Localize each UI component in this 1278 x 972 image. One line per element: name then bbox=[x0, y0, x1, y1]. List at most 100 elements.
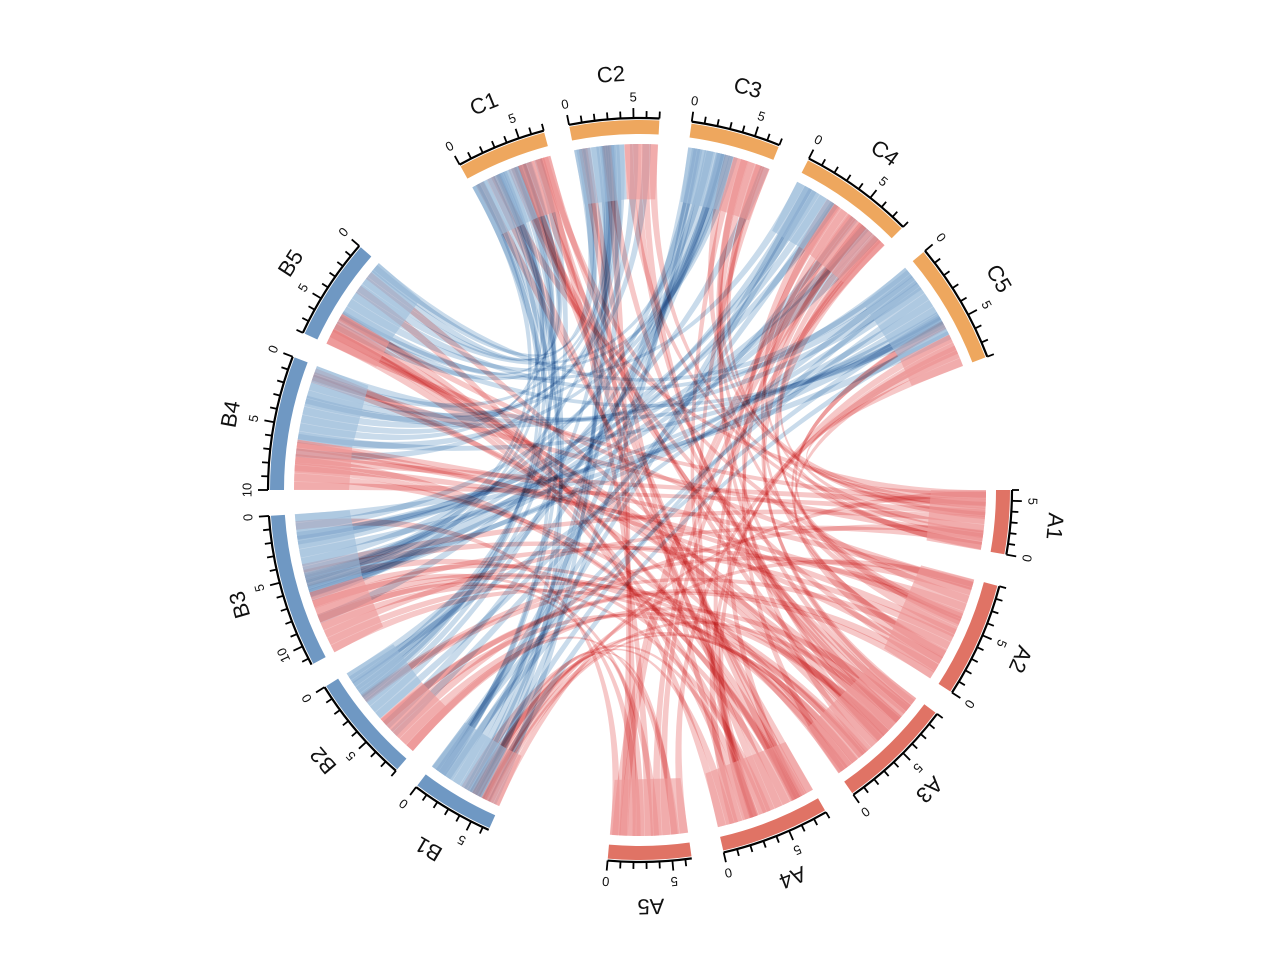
chord-ribbon bbox=[791, 320, 947, 657]
chord-ribbon bbox=[475, 181, 813, 794]
axis-tick bbox=[788, 830, 794, 841]
axis-tick bbox=[454, 155, 461, 166]
axis-tick bbox=[808, 149, 815, 159]
ribbon-root bbox=[342, 263, 421, 342]
ribbon-root bbox=[718, 156, 770, 221]
axis-tick bbox=[883, 770, 890, 777]
tick-label: 5 bbox=[876, 173, 891, 189]
tick-label: 5 bbox=[791, 842, 804, 859]
axis-tick bbox=[936, 713, 944, 719]
sector-band bbox=[912, 252, 986, 363]
tick-label: 0 bbox=[560, 96, 570, 112]
axis-tick bbox=[263, 447, 271, 451]
axis-tick bbox=[467, 151, 472, 159]
chord-ribbon bbox=[445, 188, 817, 781]
axis-tick bbox=[749, 845, 754, 853]
sector-axis bbox=[301, 245, 361, 334]
sector-axis bbox=[459, 129, 545, 166]
sector-band bbox=[607, 842, 692, 860]
axis-tick bbox=[902, 221, 909, 228]
sector-a5: 0 5 A5 bbox=[601, 842, 692, 919]
ribbon-root bbox=[772, 181, 835, 250]
axis-tick bbox=[308, 305, 316, 311]
axis-tick bbox=[273, 392, 281, 397]
axis-tick bbox=[991, 610, 999, 615]
ribbon-root bbox=[573, 144, 627, 205]
tick-label: 5 bbox=[251, 583, 267, 594]
chord-ribbon bbox=[311, 371, 984, 542]
tick-label: 0 bbox=[335, 224, 351, 239]
chord-ribbon bbox=[652, 222, 867, 836]
axis-tick bbox=[690, 111, 695, 122]
axis-tick bbox=[541, 123, 545, 131]
axis-tick bbox=[358, 741, 367, 750]
sector-label: C1 bbox=[466, 87, 501, 121]
chord-ribbon bbox=[472, 651, 645, 837]
axis-tick bbox=[263, 528, 271, 532]
axis-tick bbox=[261, 461, 270, 464]
axis-tick bbox=[891, 211, 898, 218]
tick-label: 5 bbox=[295, 281, 312, 295]
tick-label: 0 bbox=[1019, 553, 1035, 563]
tick-label: 0 bbox=[601, 874, 610, 890]
tick-label: 0 bbox=[265, 343, 282, 355]
tick-label: 0 bbox=[933, 230, 949, 245]
axis-tick bbox=[982, 634, 992, 641]
axis-tick bbox=[880, 201, 887, 208]
tick-label: 5 bbox=[343, 748, 359, 763]
sector-c3: 0 5 C3 bbox=[689, 72, 783, 160]
ribbon-root bbox=[862, 267, 950, 360]
axis-tick bbox=[566, 114, 570, 126]
ribbon-root bbox=[518, 155, 565, 218]
tick-label: 5 bbox=[1025, 498, 1040, 506]
axis-tick bbox=[873, 778, 880, 786]
sector-axis bbox=[607, 857, 692, 864]
sector-label: A1 bbox=[1041, 512, 1068, 541]
sector-b3: 0 5 10 B3 bbox=[224, 513, 326, 666]
axis-tick bbox=[479, 146, 484, 154]
sector-band bbox=[801, 160, 902, 239]
axis-tick bbox=[503, 135, 508, 144]
axis-tick bbox=[370, 751, 377, 758]
chord-ribbon bbox=[294, 481, 986, 517]
axis-tick bbox=[333, 709, 341, 715]
axis-tick bbox=[703, 116, 707, 124]
axis-tick bbox=[951, 691, 961, 699]
sector-label: C4 bbox=[866, 135, 903, 172]
axis-tick bbox=[605, 860, 609, 871]
axis-tick bbox=[321, 282, 329, 289]
axis-tick bbox=[845, 174, 852, 182]
chord-ribbon bbox=[406, 636, 680, 835]
chord-ribbon bbox=[362, 148, 595, 362]
axis-tick bbox=[285, 620, 293, 625]
sector-axis bbox=[266, 356, 294, 491]
axis-tick bbox=[754, 126, 759, 137]
tick-label: 0 bbox=[690, 93, 699, 109]
axis-tick bbox=[351, 238, 360, 247]
axis-tick bbox=[729, 122, 733, 130]
axis-tick bbox=[1010, 521, 1018, 524]
axis-tick bbox=[986, 622, 995, 627]
axis-tick bbox=[671, 860, 675, 871]
axis-tick bbox=[276, 379, 285, 384]
chord-ribbon bbox=[461, 645, 759, 818]
axis-tick bbox=[958, 680, 966, 686]
chord-ribbon bbox=[365, 272, 884, 742]
tick-label: 0 bbox=[812, 131, 825, 148]
axis-tick bbox=[800, 824, 806, 832]
ribbon-root bbox=[294, 510, 363, 593]
axis-tick bbox=[762, 840, 767, 848]
axis-tick bbox=[736, 848, 740, 857]
axis-tick bbox=[971, 658, 979, 663]
ribbon-root bbox=[899, 334, 964, 386]
tick-label: 0 bbox=[240, 513, 255, 521]
axis-tick bbox=[825, 811, 831, 819]
axis-tick bbox=[281, 366, 289, 371]
sector-axis bbox=[323, 686, 397, 772]
axis-tick bbox=[775, 835, 780, 843]
tick-label: 10 bbox=[239, 483, 254, 497]
axis-tick bbox=[465, 821, 472, 831]
ribbon-root bbox=[884, 565, 975, 679]
axis-tick bbox=[325, 697, 333, 704]
